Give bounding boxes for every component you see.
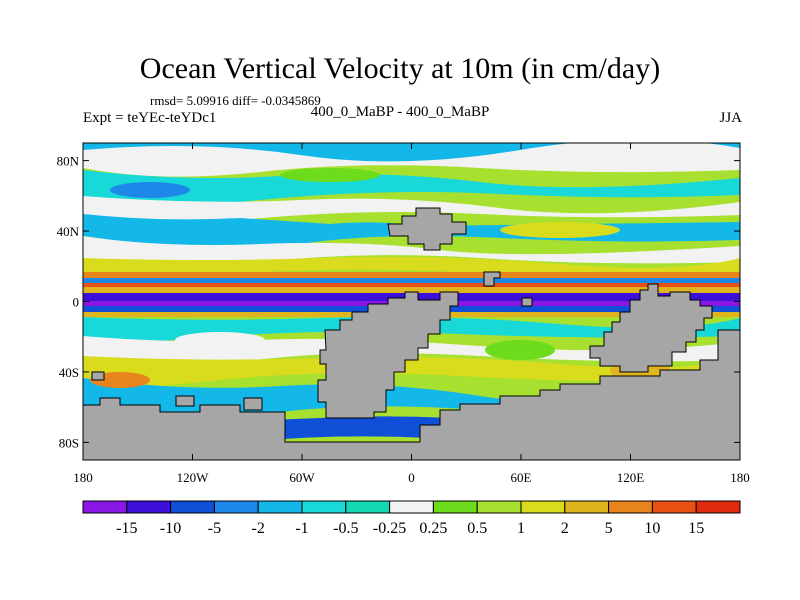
colorbar: -15 -10 -5 -2 -1 -0.5 -0.25 0.25 0.5 1 2 5 10 15 [82, 500, 741, 537]
season-label: JJA [719, 110, 742, 126]
lon-tick-label: 60W [289, 470, 315, 485]
field-band-eq-blue [83, 278, 740, 283]
lon-tick-label: 180 [730, 470, 750, 485]
map-axes: 80N 40N 0 40S 80S 180 120W 60W 0 60E 120E 180 [57, 143, 750, 485]
colorbar-label: -15 [116, 520, 137, 537]
colorbar-label: 1 [517, 520, 525, 537]
colorbar-label: -1 [295, 520, 308, 537]
colorbar-swatch [432, 500, 478, 514]
field-patch-4 [175, 332, 265, 348]
field-patch-5 [485, 340, 555, 360]
field-band-eq-orange [83, 272, 740, 278]
colorbar-swatch [82, 500, 128, 514]
plot-title: Ocean Vertical Velocity at 10m (in cm/da… [139, 52, 661, 85]
land-small-5 [521, 297, 533, 307]
land-small-4 [91, 371, 105, 381]
land-small-2 [175, 395, 195, 407]
colorbar-swatch [476, 500, 522, 514]
lon-tick-label: 180 [73, 470, 93, 485]
lon-tick-label: 0 [408, 470, 415, 485]
field-patch-1 [110, 182, 190, 198]
land-masses [83, 207, 740, 460]
land-antarctica [83, 329, 740, 460]
field-band-north-white [83, 196, 740, 225]
lat-tick-label: 0 [73, 295, 80, 310]
land-small-3 [243, 397, 263, 411]
land-eastern-continent [589, 283, 713, 373]
lon-tick-label: 120W [177, 470, 210, 485]
field-band-eq-gold [83, 287, 740, 293]
colorbar-swatch [520, 500, 566, 514]
colorbar-swatch [345, 500, 391, 514]
field-patch-2 [280, 168, 380, 182]
colorbar-swatch [695, 500, 741, 514]
land-northern-island [387, 207, 467, 251]
land-small-1 [483, 271, 501, 287]
colorbar-label: 0.25 [419, 520, 447, 537]
field-band-eq-red [83, 283, 740, 287]
colorbar-label: -0.25 [373, 520, 406, 537]
colorbar-swatch [213, 500, 259, 514]
colorbar-label: 2 [561, 520, 569, 537]
period-label: 400_0_MaBP - 400_0_MaBP [310, 104, 490, 120]
lat-tick-label: 80N [57, 154, 80, 169]
colorbar-swatch [170, 500, 215, 514]
colorbar-label: 0.5 [467, 520, 487, 537]
colorbar-swatch [651, 500, 697, 514]
land-southern-continent [317, 291, 459, 419]
map-field [83, 143, 740, 460]
colorbar-label: -5 [208, 520, 221, 537]
colorbar-label: 5 [605, 520, 613, 537]
lat-tick-label: 40N [57, 224, 80, 239]
colorbar-label: 10 [644, 520, 660, 537]
field-patch-3 [500, 222, 620, 238]
colorbar-swatch [389, 500, 434, 514]
experiment-label: Expt = teYEc-teYDc1 [83, 110, 217, 126]
colorbar-swatch [564, 500, 610, 514]
rmsd-label: rmsd= 5.09916 diff= -0.0345869 [150, 93, 321, 108]
colorbar-label: -10 [160, 520, 181, 537]
field-band-south-yellow [83, 356, 740, 389]
lat-tick-label: 40S [59, 365, 79, 380]
lon-tick-label: 120E [617, 470, 645, 485]
colorbar-label: -0.5 [333, 520, 358, 537]
colorbar-swatch [257, 500, 303, 514]
lat-tick-label: 80S [59, 435, 79, 450]
lon-tick-label: 60E [511, 470, 532, 485]
colorbar-swatch [608, 500, 653, 514]
colorbar-label: -2 [252, 520, 265, 537]
field-band-arctic-white [83, 143, 740, 177]
field-patch-7 [90, 372, 150, 388]
colorbar-label: 15 [688, 520, 704, 537]
colorbar-swatch [301, 500, 347, 514]
field-band-north-cyan [83, 170, 740, 206]
colorbar-swatch [126, 500, 172, 514]
